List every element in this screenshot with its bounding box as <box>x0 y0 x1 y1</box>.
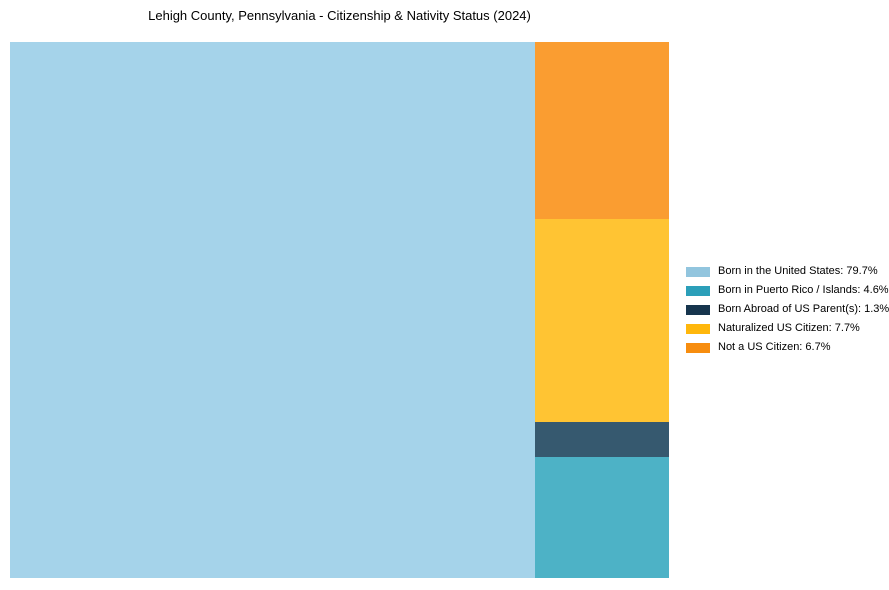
legend-swatch <box>686 285 710 296</box>
legend-swatch <box>686 323 710 334</box>
legend-item-naturalized-us-citizen: Naturalized US Citizen: 7.7% <box>686 323 889 334</box>
treemap-cell-born-in-the-united-states <box>10 42 536 578</box>
legend-label: Born in the United States: 79.7% <box>718 265 878 277</box>
treemap-plot <box>10 42 669 578</box>
legend-label: Born Abroad of US Parent(s): 1.3% <box>718 303 889 315</box>
treemap-cell-born-abroad-of-us-parent-s <box>535 422 669 457</box>
legend-item-born-abroad-of-us-parent-s: Born Abroad of US Parent(s): 1.3% <box>686 304 889 315</box>
chart-title: Lehigh County, Pennsylvania - Citizenshi… <box>148 8 531 23</box>
legend-item-born-in-the-united-states: Born in the United States: 79.7% <box>686 266 889 277</box>
legend-swatch <box>686 266 710 277</box>
legend-swatch <box>686 342 710 353</box>
treemap-cell-not-a-us-citizen <box>535 42 669 219</box>
legend-item-not-a-us-citizen: Not a US Citizen: 6.7% <box>686 342 889 353</box>
legend-item-born-in-puerto-rico-islands: Born in Puerto Rico / Islands: 4.6% <box>686 285 889 296</box>
legend-label: Naturalized US Citizen: 7.7% <box>718 322 860 334</box>
legend-label: Not a US Citizen: 6.7% <box>718 341 831 353</box>
treemap-cell-naturalized-us-citizen <box>535 218 669 423</box>
legend-swatch <box>686 304 710 315</box>
treemap-cell-born-in-puerto-rico-islands <box>535 456 669 578</box>
legend-label: Born in Puerto Rico / Islands: 4.6% <box>718 284 889 296</box>
legend: Born in the United States: 79.7% Born in … <box>686 266 889 353</box>
